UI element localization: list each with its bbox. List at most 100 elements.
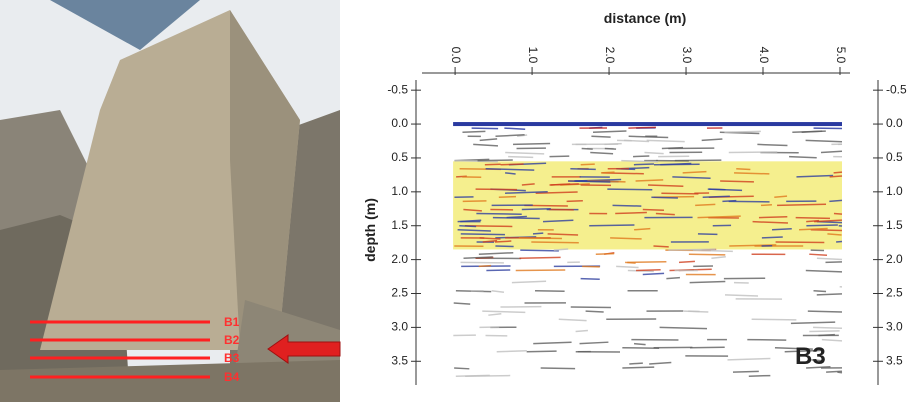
reflection xyxy=(581,279,600,280)
reflection xyxy=(822,340,842,341)
reflection xyxy=(837,372,842,373)
reflection xyxy=(522,209,551,210)
reflection xyxy=(622,367,654,368)
reflection xyxy=(508,157,533,158)
reflection xyxy=(479,253,513,254)
y-axis-title: depth (m) xyxy=(362,198,378,262)
reflection xyxy=(479,266,491,267)
reflection xyxy=(836,241,842,242)
reflection xyxy=(533,233,543,234)
reflection xyxy=(651,197,678,198)
reflection xyxy=(711,257,725,258)
reflection xyxy=(456,375,490,376)
reflection xyxy=(761,205,772,206)
reflection xyxy=(625,262,636,263)
reflection xyxy=(662,148,683,149)
reflection xyxy=(661,193,698,194)
reflection xyxy=(541,368,575,369)
reflection xyxy=(590,153,613,154)
reflection xyxy=(703,196,730,197)
reflection xyxy=(495,241,511,242)
reflection xyxy=(666,278,680,279)
photo: B1 B2 B3 B4 xyxy=(0,0,340,402)
line-label: B2 xyxy=(224,333,240,347)
y-tick-label: 1.5 xyxy=(391,218,408,232)
reflection xyxy=(505,153,544,154)
reflection xyxy=(749,376,771,377)
reflection xyxy=(733,371,759,372)
reflection xyxy=(482,311,525,312)
reflection xyxy=(806,270,842,271)
reflection xyxy=(702,139,723,140)
y-tick-label: 2.0 xyxy=(886,252,903,266)
reflection xyxy=(629,363,643,364)
reflection xyxy=(478,160,513,161)
reflection xyxy=(724,131,760,132)
reflection xyxy=(531,242,578,243)
reflection xyxy=(570,169,595,170)
reflection xyxy=(473,144,498,145)
reflection xyxy=(605,148,616,149)
reflection xyxy=(813,327,842,328)
x-tick-label: 5.0 xyxy=(834,47,848,64)
y-tick-label: 2.0 xyxy=(391,252,408,266)
reflection xyxy=(695,204,715,205)
reflection xyxy=(454,368,469,369)
x-tick-label: 3.0 xyxy=(680,47,694,64)
reflection xyxy=(519,257,560,258)
reflection xyxy=(806,225,837,226)
x-axis-title: distance (m) xyxy=(604,10,686,26)
reflection xyxy=(615,212,647,213)
reflection xyxy=(808,311,842,312)
reflection xyxy=(492,291,504,292)
reflection xyxy=(629,136,669,137)
reflection xyxy=(806,140,842,141)
surface xyxy=(453,122,842,126)
x-tick-label: 4.0 xyxy=(757,47,771,64)
reflection xyxy=(610,238,642,239)
reflection xyxy=(634,164,654,165)
y-tick-label: 0.5 xyxy=(391,150,408,164)
reflection xyxy=(512,281,546,282)
reflection xyxy=(796,218,830,219)
reflection xyxy=(817,258,842,259)
y-tick-label: 1.0 xyxy=(391,184,408,198)
reflection xyxy=(559,319,587,320)
reflection xyxy=(533,342,571,343)
annotation: B3 xyxy=(795,343,826,370)
reflection xyxy=(653,246,668,247)
reflection xyxy=(493,218,540,219)
reflection xyxy=(644,153,663,154)
reflection xyxy=(497,351,527,352)
reflection xyxy=(634,344,646,345)
reflection xyxy=(527,351,557,352)
y-tick-label: 1.5 xyxy=(886,218,903,232)
reflection xyxy=(660,327,707,328)
reflection xyxy=(589,225,634,226)
reflection xyxy=(747,340,786,341)
reflection xyxy=(693,250,733,251)
reflection xyxy=(690,282,726,283)
reflection xyxy=(476,214,521,215)
reflection xyxy=(809,331,839,332)
reflection xyxy=(727,358,770,359)
reflection xyxy=(811,230,842,231)
y-tick-label: 3.0 xyxy=(886,320,903,334)
y-tick-label: 0.0 xyxy=(391,116,408,130)
reflection xyxy=(830,176,842,177)
reflection xyxy=(580,342,609,343)
reflection xyxy=(684,311,708,312)
reflection xyxy=(802,131,823,132)
reflection xyxy=(576,331,588,332)
reflection xyxy=(633,156,649,157)
reflection xyxy=(647,140,685,141)
reflection xyxy=(679,261,695,262)
line-label: B4 xyxy=(224,370,240,384)
reflection xyxy=(736,169,750,170)
reflection xyxy=(567,201,583,202)
reflection xyxy=(591,136,610,137)
reflection xyxy=(829,200,842,201)
reflection xyxy=(628,127,656,128)
reflection xyxy=(568,181,610,182)
